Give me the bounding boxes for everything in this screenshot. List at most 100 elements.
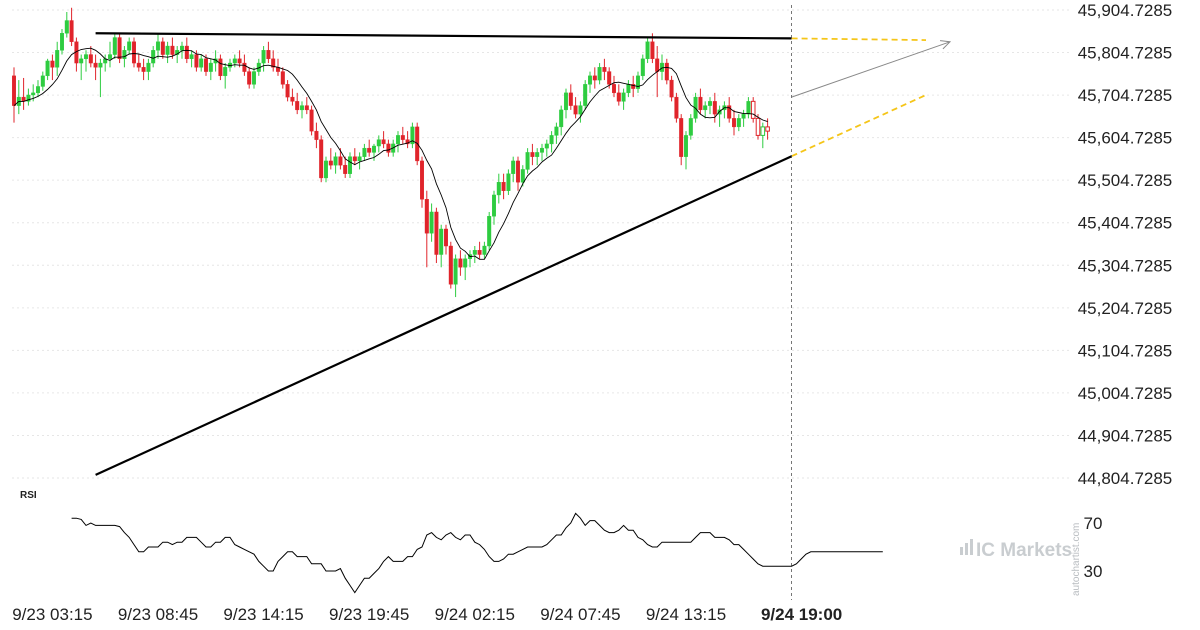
candle-down (679, 118, 684, 157)
grid-lines (12, 9, 1070, 479)
candle-up (98, 62, 103, 68)
y-tick-label: 45,204.7285 (1078, 299, 1173, 318)
candle-up (223, 67, 228, 77)
candle-up (324, 160, 329, 179)
candle-up (540, 147, 545, 153)
candle-up (199, 58, 204, 68)
time-axis-labels: 9/23 03:15 9/23 08:45 9/23 14:15 9/23 19:45… (12, 605, 842, 624)
candle-down (11, 75, 16, 106)
support-trendline (95, 155, 793, 476)
candle-up (165, 45, 170, 55)
brand-logo-bar-icon (970, 539, 973, 555)
candle-up (559, 109, 564, 128)
candle-up (251, 71, 256, 85)
candle-up (208, 62, 213, 72)
candle-up (232, 58, 237, 64)
candle-down (727, 105, 732, 119)
candle-up (83, 54, 88, 60)
candle-down (501, 181, 506, 191)
candle-up (179, 45, 184, 51)
rsi-tick-label: 70 (1084, 514, 1103, 533)
candle-down (343, 164, 348, 174)
candle-down (338, 156, 343, 166)
candle-up (511, 160, 516, 174)
brand-logo-bar-icon (965, 543, 968, 555)
candle-down (755, 117, 761, 136)
candle-down (650, 41, 655, 60)
candlesticks (11, 7, 770, 298)
candle-down (218, 58, 223, 77)
candle-up (122, 50, 127, 60)
candle-down (266, 50, 271, 60)
candle-down (516, 160, 521, 183)
candle-down (712, 101, 717, 115)
candle-down (568, 92, 573, 106)
support-projection-line (791, 94, 927, 158)
candle-up (535, 152, 540, 157)
candle-down (573, 105, 578, 115)
candle-down (400, 135, 405, 140)
candle-down (271, 58, 276, 68)
candle-down (117, 37, 122, 60)
candle-up (736, 118, 741, 128)
candle-up (554, 126, 559, 136)
candle-down (631, 84, 636, 89)
candle-up (688, 118, 693, 136)
x-tick-label: 9/23 08:45 (118, 605, 198, 624)
candle-down (280, 71, 285, 85)
price-axis-labels: 45,904.7285 45,804.7285 45,704.7285 45,604.… (1078, 1, 1173, 488)
candle-up (300, 105, 305, 111)
candle-down (655, 58, 660, 72)
candle-down (309, 109, 314, 132)
candle-up (151, 50, 156, 64)
candle-up (410, 126, 415, 145)
candle-up (463, 258, 468, 268)
candle-up (626, 84, 631, 94)
brand-logo-bar-icon (960, 547, 963, 555)
candle-up (597, 67, 602, 81)
candle-up (36, 86, 41, 94)
y-tick-label: 45,904.7285 (1078, 1, 1173, 20)
autochartist-credit: autochartist.com (1071, 523, 1082, 596)
candle-down (304, 105, 309, 111)
candle-up (357, 156, 362, 162)
resistance-projection-line (791, 37, 927, 41)
candle-up (189, 54, 194, 60)
x-tick-label: 9/23 19:45 (329, 605, 409, 624)
y-tick-label: 45,004.7285 (1078, 384, 1173, 403)
candle-down (669, 79, 674, 98)
candle-up (26, 94, 31, 102)
candle-up (146, 62, 151, 72)
x-tick-label: 9/24 07:45 (540, 605, 620, 624)
candle-down (612, 84, 617, 94)
arrowhead-icon (940, 40, 952, 50)
candle-up (396, 135, 401, 145)
candle-down (434, 211, 439, 255)
candle-down (765, 126, 770, 132)
candle-up (640, 58, 645, 77)
candle-up (746, 101, 751, 115)
candle-up (693, 96, 698, 119)
candle-down (285, 84, 290, 98)
candle-down (242, 62, 247, 72)
candle-up (372, 145, 377, 153)
candle-down (203, 58, 208, 72)
candle-down (194, 54, 199, 68)
x-tick-label: 9/23 14:15 (223, 605, 303, 624)
candle-down (664, 62, 669, 81)
brand-logo: IC Markets (960, 539, 1072, 561)
candle-up (496, 181, 501, 196)
candle-down (247, 71, 252, 85)
candle-up (60, 33, 65, 51)
candle-down (69, 20, 74, 42)
candle-up (482, 245, 487, 255)
candle-up (472, 250, 477, 255)
candle-down (616, 92, 621, 102)
x-tick-label: 9/24 02:15 (435, 605, 515, 624)
y-tick-label: 45,804.7285 (1078, 44, 1173, 63)
candle-up (348, 156, 353, 174)
rsi-line (71, 512, 883, 594)
candle-up (487, 216, 492, 247)
candle-up (703, 105, 708, 111)
candle-down (290, 96, 295, 102)
